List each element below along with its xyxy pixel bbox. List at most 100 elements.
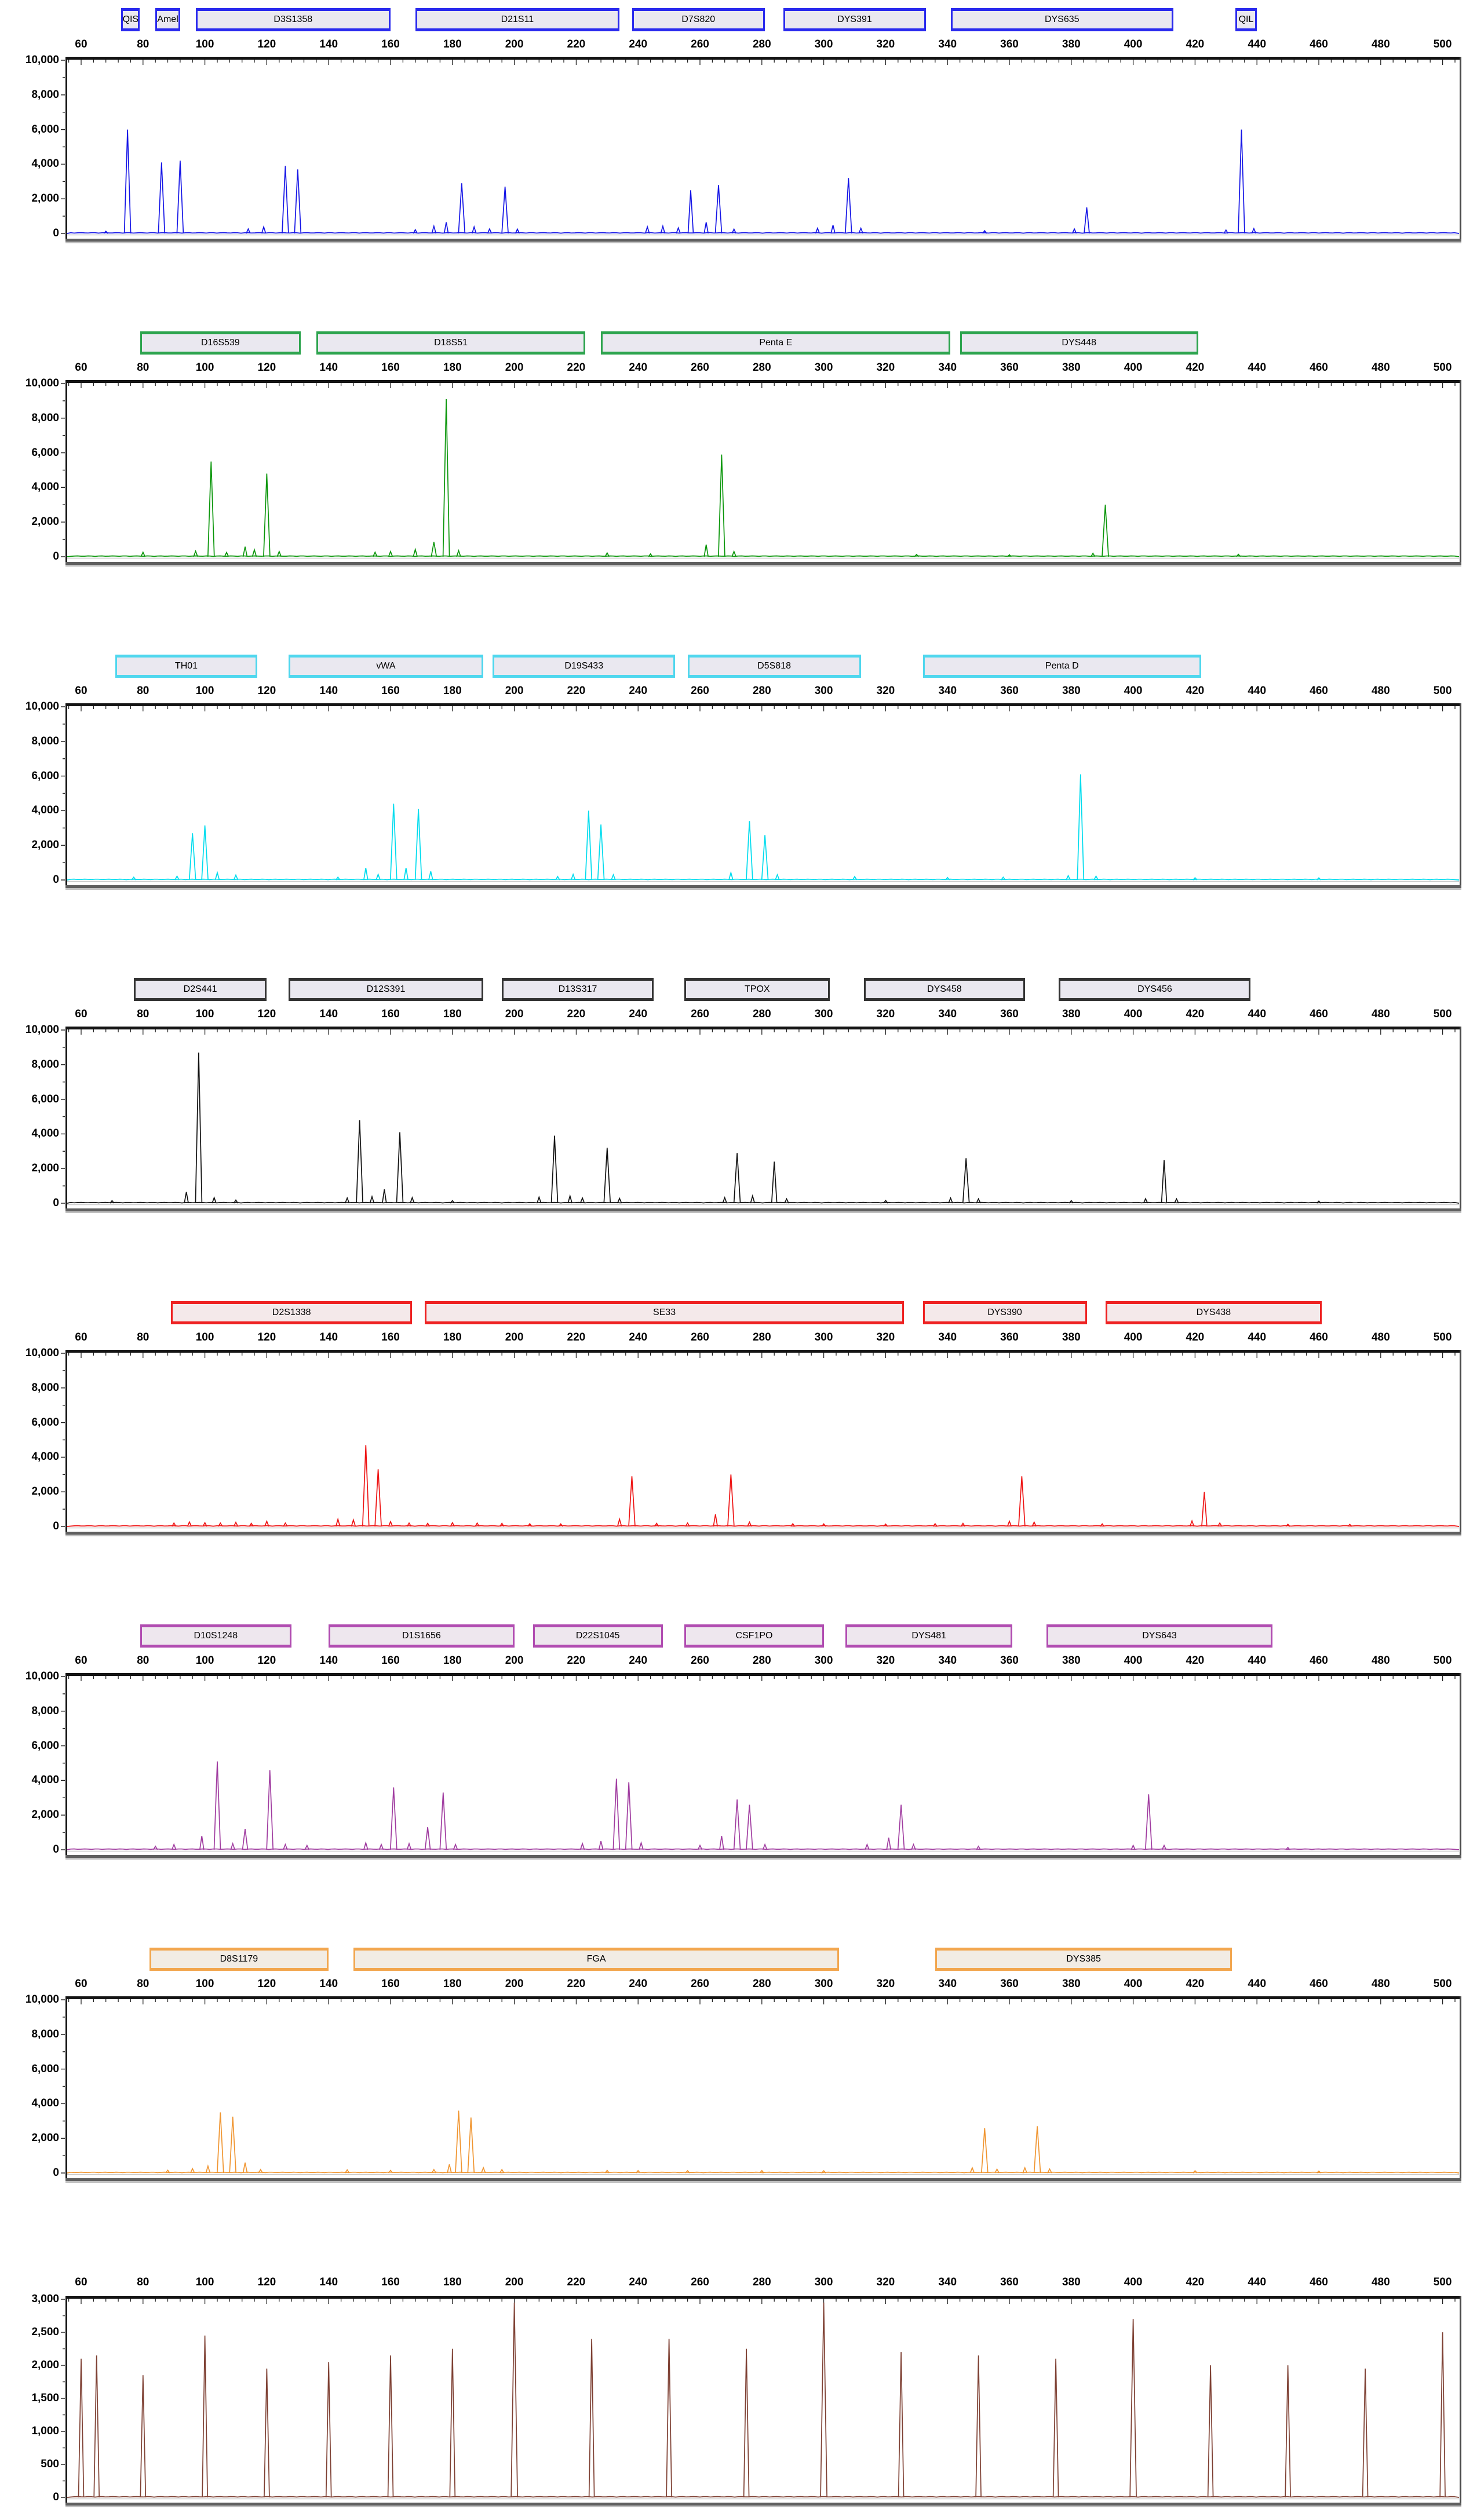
x-tick-label-cyan: 260 — [691, 685, 709, 697]
trace-plot-cyan[interactable] — [0, 647, 1466, 970]
marker-box-FGA[interactable]: FGA — [353, 1948, 840, 1971]
marker-box-SE33[interactable]: SE33 — [424, 1301, 905, 1324]
x-tick-label-purple: 360 — [1000, 1655, 1019, 1667]
x-tick-label-green: 80 — [137, 361, 149, 374]
x-tick-label-black: 120 — [257, 1008, 276, 1020]
trace-plot-green[interactable] — [0, 323, 1466, 647]
x-tick-label-orange: 60 — [75, 1978, 87, 1990]
x-tick-label-blue: 140 — [319, 38, 338, 50]
x-tick-label-purple: 280 — [752, 1655, 771, 1667]
x-tick-label-orange: 160 — [381, 1978, 400, 1990]
x-tick-label-green: 420 — [1186, 361, 1205, 374]
x-tick-label-red: 280 — [752, 1331, 771, 1343]
marker-box-DYS456[interactable]: DYS456 — [1059, 978, 1251, 1001]
x-tick-label-purple: 120 — [257, 1655, 276, 1667]
marker-box-D21S11[interactable]: D21S11 — [415, 8, 620, 31]
x-tick-label-blue: 100 — [195, 38, 214, 50]
x-tick-label-orange: 320 — [876, 1978, 895, 1990]
x-tick-label-red: 460 — [1310, 1331, 1328, 1343]
trace-plot-orange[interactable] — [0, 1940, 1466, 2263]
y-tick-label-ladder: 500 — [41, 2458, 59, 2470]
x-tick-label-black: 440 — [1248, 1008, 1267, 1020]
x-tick-label-black: 240 — [629, 1008, 648, 1020]
x-tick-label-green: 220 — [567, 361, 586, 374]
x-tick-label-orange: 80 — [137, 1978, 149, 1990]
x-tick-label-black: 480 — [1371, 1008, 1390, 1020]
x-tick-label-orange: 460 — [1310, 1978, 1328, 1990]
marker-box-DYS635[interactable]: DYS635 — [950, 8, 1173, 31]
x-tick-label-cyan: 300 — [814, 685, 833, 697]
x-tick-label-purple: 160 — [381, 1655, 400, 1667]
marker-box-D16S539[interactable]: D16S539 — [140, 331, 301, 355]
x-tick-label-green: 320 — [876, 361, 895, 374]
panel-green: D16S539 D18S51 Penta E DYS448 60 80 100 120 140 1… — [0, 323, 1466, 647]
marker-box-DYS438[interactable]: DYS438 — [1105, 1301, 1322, 1324]
marker-box-D10S1248[interactable]: D10S1248 — [140, 1624, 292, 1648]
x-tick-label-cyan: 60 — [75, 685, 87, 697]
marker-box-D1S1656[interactable]: D1S1656 — [329, 1624, 515, 1648]
x-tick-label-red: 80 — [137, 1331, 149, 1343]
marker-box-D22S1045[interactable]: D22S1045 — [533, 1624, 663, 1648]
x-tick-label-blue: 160 — [381, 38, 400, 50]
y-tick-label-red: 4,000 — [31, 1451, 59, 1463]
x-tick-label-ladder: 260 — [691, 2276, 709, 2288]
marker-box-D12S391[interactable]: D12S391 — [288, 978, 484, 1001]
trace-plot-blue[interactable] — [0, 0, 1466, 323]
x-tick-label-black: 420 — [1186, 1008, 1205, 1020]
x-tick-label-red: 180 — [443, 1331, 462, 1343]
marker-box-DYS481[interactable]: DYS481 — [845, 1624, 1013, 1648]
marker-box-D2S441[interactable]: D2S441 — [133, 978, 267, 1001]
y-tick-label-cyan: 6,000 — [31, 769, 59, 782]
x-tick-label-black: 300 — [814, 1008, 833, 1020]
marker-box-DYS390[interactable]: DYS390 — [922, 1301, 1087, 1324]
marker-box-QIL[interactable]: QIL — [1235, 8, 1257, 31]
marker-box-Amel[interactable]: Amel — [155, 8, 180, 31]
x-tick-label-green: 140 — [319, 361, 338, 374]
marker-box-Penta-D[interactable]: Penta D — [922, 655, 1202, 678]
marker-box-Penta-E[interactable]: Penta E — [601, 331, 951, 355]
x-tick-label-black: 320 — [876, 1008, 895, 1020]
marker-box-D8S1179[interactable]: D8S1179 — [149, 1948, 329, 1971]
marker-box-D19S433[interactable]: D19S433 — [493, 655, 676, 678]
marker-box-vWA[interactable]: vWA — [288, 655, 484, 678]
x-tick-label-cyan: 380 — [1062, 685, 1081, 697]
x-tick-label-purple: 460 — [1310, 1655, 1328, 1667]
marker-box-DYS391[interactable]: DYS391 — [783, 8, 926, 31]
trace-plot-black[interactable] — [0, 970, 1466, 1293]
marker-box-DYS458[interactable]: DYS458 — [864, 978, 1025, 1001]
x-tick-label-purple: 260 — [691, 1655, 709, 1667]
x-tick-label-black: 360 — [1000, 1008, 1019, 1020]
x-tick-label-green: 120 — [257, 361, 276, 374]
x-tick-label-red: 340 — [938, 1331, 957, 1343]
x-tick-label-blue: 240 — [629, 38, 648, 50]
trace-plot-ladder[interactable] — [0, 2263, 1466, 2520]
panel-red: D2S1338 SE33 DYS390 DYS438 60 80 100 120 140 160 1… — [0, 1293, 1466, 1616]
x-tick-label-ladder: 300 — [814, 2276, 833, 2288]
x-tick-label-orange: 480 — [1371, 1978, 1390, 1990]
marker-box-DYS643[interactable]: DYS643 — [1046, 1624, 1272, 1648]
trace-plot-purple[interactable] — [0, 1616, 1466, 1940]
x-tick-label-orange: 420 — [1186, 1978, 1205, 1990]
marker-box-D13S317[interactable]: D13S317 — [502, 978, 654, 1001]
trace-plot-red[interactable] — [0, 1293, 1466, 1616]
x-tick-label-red: 260 — [691, 1331, 709, 1343]
marker-box-D2S1338[interactable]: D2S1338 — [170, 1301, 413, 1324]
x-tick-label-ladder: 420 — [1186, 2276, 1205, 2288]
marker-box-DYS385[interactable]: DYS385 — [935, 1948, 1232, 1971]
marker-box-DYS448[interactable]: DYS448 — [960, 331, 1198, 355]
marker-box-D5S818[interactable]: D5S818 — [687, 655, 861, 678]
x-tick-label-orange: 500 — [1433, 1978, 1452, 1990]
marker-box-QIS[interactable]: QIS — [121, 8, 140, 31]
x-tick-label-blue: 280 — [752, 38, 771, 50]
x-tick-label-black: 340 — [938, 1008, 957, 1020]
x-tick-label-black: 140 — [319, 1008, 338, 1020]
marker-box-D18S51[interactable]: D18S51 — [316, 331, 586, 355]
x-tick-label-blue: 260 — [691, 38, 709, 50]
x-tick-label-orange: 400 — [1124, 1978, 1143, 1990]
marker-box-TH01[interactable]: TH01 — [115, 655, 258, 678]
marker-box-D7S820[interactable]: D7S820 — [632, 8, 765, 31]
panel-ladder: 60 80 100 120 140 160 180 200 220 240 260 280 300 320… — [0, 2263, 1466, 2520]
marker-box-CSF1PO[interactable]: CSF1PO — [684, 1624, 824, 1648]
marker-box-D3S1358[interactable]: D3S1358 — [195, 8, 391, 31]
marker-box-TPOX[interactable]: TPOX — [684, 978, 830, 1001]
